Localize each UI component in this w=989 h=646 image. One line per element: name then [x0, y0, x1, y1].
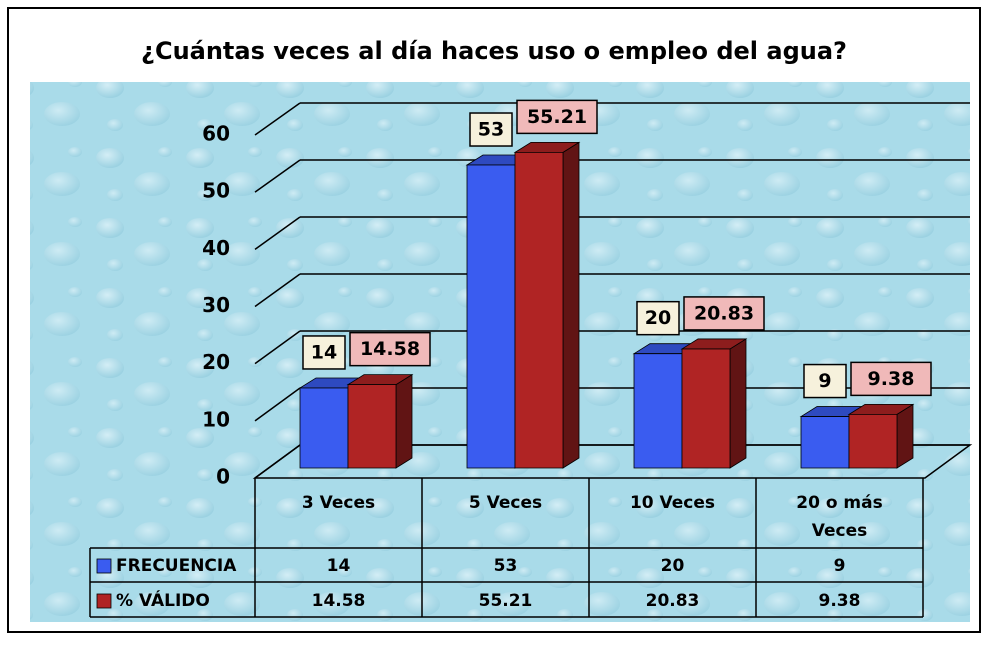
bar: [680, 338, 748, 469]
legend-key: [96, 558, 112, 574]
bar-face: [729, 338, 747, 469]
table-value: 14.58: [312, 591, 366, 611]
grid-line-side: [254, 102, 301, 136]
table-value: 14: [327, 556, 351, 576]
legend-label: FRECUENCIA: [116, 556, 237, 576]
y-tick-label: 40: [202, 236, 230, 260]
table-value: 20.83: [646, 591, 700, 611]
bar-face: [800, 416, 850, 469]
data-label: 55.21: [527, 106, 587, 128]
data-label-box: [850, 361, 932, 397]
bar: [513, 141, 581, 469]
data-label-box: [803, 363, 847, 399]
data-label: 20.83: [694, 302, 754, 324]
bar-face: [347, 384, 397, 469]
bar: [346, 373, 414, 469]
data-label-box: [349, 331, 431, 367]
data-label-box: [636, 300, 680, 336]
grid-line-side: [254, 444, 301, 479]
y-tick-label: 0: [216, 465, 230, 489]
bar-face: [896, 403, 914, 469]
y-tick-label: 10: [202, 407, 230, 431]
bar-face: [633, 353, 683, 469]
category-label: 5 Veces: [469, 493, 542, 513]
table-value: 9: [834, 556, 846, 576]
y-tick-label: 20: [202, 350, 230, 374]
grid-line-side: [254, 159, 301, 193]
data-label: 14.58: [360, 338, 420, 360]
data-label-box: [469, 112, 513, 147]
data-label-box: [516, 99, 598, 135]
table-value: 55.21: [479, 591, 533, 611]
category-label: 20 o más Veces: [796, 493, 882, 541]
bar-face: [848, 413, 898, 469]
data-label-box: [683, 296, 765, 331]
grid-line-side: [254, 216, 301, 250]
y-tick-label: 60: [202, 122, 230, 146]
data-label: 9: [818, 370, 831, 392]
table-value: 9.38: [819, 591, 861, 611]
legend-label: % VÁLIDO: [116, 589, 210, 611]
chart-title: ¿Cuántas veces al día haces uso o empleo…: [141, 37, 847, 65]
data-label: 9.38: [868, 368, 915, 390]
grid-line-side: [254, 330, 301, 365]
data-label: 20: [645, 307, 671, 329]
category-label: 10 Veces: [630, 493, 715, 513]
bar-face: [681, 348, 731, 469]
bar-face: [395, 373, 413, 469]
table-value: 20: [661, 556, 685, 576]
y-tick-label: 30: [202, 293, 230, 317]
grid-line-side: [254, 387, 301, 422]
data-label: 14: [311, 341, 337, 363]
table-value: 53: [494, 556, 518, 576]
y-tick-label: 50: [202, 179, 230, 203]
bar-face: [299, 387, 349, 469]
grid-line-side: [254, 273, 301, 308]
bar: [847, 403, 915, 469]
category-label: 3 Veces: [302, 493, 375, 513]
data-label-box: [302, 335, 346, 370]
data-label: 53: [478, 119, 504, 141]
legend-key: [96, 593, 112, 609]
bar-face: [466, 164, 516, 469]
bar-face: [562, 141, 580, 469]
bar-face: [514, 151, 564, 469]
